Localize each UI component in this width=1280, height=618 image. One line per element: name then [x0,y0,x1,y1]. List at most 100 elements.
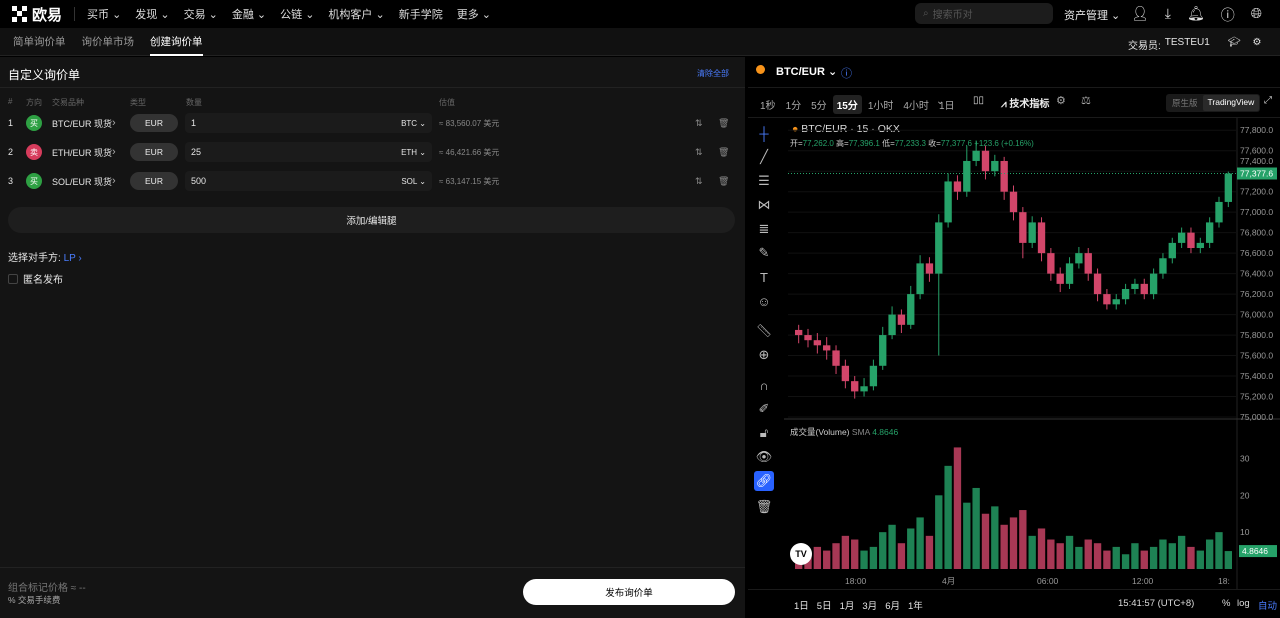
nav-item[interactable]: 公链 ⌄ [280,9,315,21]
gear-icon[interactable]: ⚙ [1252,37,1262,48]
timeframe-button[interactable]: 5分 [811,101,827,112]
tradingview-mode-tab[interactable]: TradingView [1202,95,1260,111]
percent-toggle[interactable]: % [1222,598,1231,609]
eye-icon[interactable]: 👁︎ [755,449,773,464]
zoom-in-icon[interactable]: ⊕ [758,347,770,362]
nav-item[interactable]: 交易 ⌄ [183,9,218,21]
quantity-input[interactable]: 1 BTC ⌄ [185,113,432,133]
link-icon[interactable]: 🔗︎ [754,471,774,491]
asset-management-menu[interactable]: 资产管理 ⌄ [1064,10,1121,22]
nav-item[interactable]: 机构客户 ⌄ [328,9,385,21]
magnet-icon[interactable]: ∩ [759,377,769,393]
horizontal-lines-icon[interactable]: ☰ [758,173,770,188]
compare-icon[interactable]: ⚖ [1081,95,1091,107]
leg-row: 1 买 BTC/EUR 现货 › EUR 1 BTC ⌄ ≈ 83,560.07 … [0,111,745,135]
nav-item[interactable]: 新手学院 [398,9,443,21]
publish-rfq-button[interactable]: 发布询价单 [523,579,735,605]
ruler-icon[interactable]: 📏︎ [755,323,773,338]
volume-bar [1196,550,1204,569]
side-badge[interactable]: 卖 [26,144,42,160]
help-icon[interactable]: ⓘ [1220,7,1235,23]
subnav-tab[interactable]: 创建询价单 [150,28,203,56]
subnav-tab[interactable]: 简单询价单 [13,35,66,48]
range-button[interactable]: 3月 [862,601,878,612]
brush-icon[interactable]: ✎ [758,245,770,260]
counterparty-select[interactable]: LP › [63,253,82,264]
timeframe-button[interactable]: 1分 [785,101,802,112]
indicators-button[interactable]: ⩘ 技术指标 [1001,99,1050,110]
candle-body [944,181,952,223]
timeframe-button[interactable]: 1小时 [867,101,894,112]
instrument-chevron-icon[interactable]: › [112,175,116,187]
download-icon[interactable]: ⤓ [1164,5,1171,21]
volume-bar [1168,543,1176,569]
emoji-icon[interactable]: ☺ [757,293,771,309]
nav-item[interactable]: 金融 ⌄ [231,9,267,21]
logo[interactable]: 欧易 [12,4,62,25]
chart-panel: BTC/EUR ⌄ ⓘ 1秒 1分 5分 15分 1小时 4小时 1日 ⌄ ▯▯ ⩘ 技术指… [748,57,1280,618]
native-mode-tab[interactable]: 原生版 [1172,98,1198,108]
adjust-icon[interactable]: ⇅ [695,175,703,186]
range-button[interactable]: 6月 [885,601,900,612]
fee-link[interactable]: % 交易手续费 [8,595,61,605]
type-pill[interactable]: EUR [130,172,178,190]
auto-scale-toggle[interactable]: 自动 [1258,601,1278,612]
graduation-cap-icon[interactable]: 🎓︎ [1227,37,1241,48]
candle-body [888,314,896,336]
fullscreen-icon[interactable]: ⤢ [1264,95,1272,106]
chart-settings-icon[interactable]: ⚙ [1056,95,1066,107]
anonymous-checkbox[interactable] [8,273,18,284]
trend-line-icon[interactable]: ╱ [760,149,768,164]
side-badge[interactable]: 买 [26,115,42,131]
trader-label: 交易员: [1128,41,1161,52]
side-badge[interactable]: 买 [26,173,42,189]
range-button[interactable]: 1日 [794,601,809,612]
instrument-chevron-icon[interactable]: › [112,146,116,158]
nav-item[interactable]: 更多 ⌄ [456,9,491,21]
user-icon[interactable]: 👤︎ [1131,5,1149,21]
pair-selector[interactable]: BTC/EUR ⌄ [776,66,838,78]
range-button[interactable]: 5日 [816,601,832,612]
timeframe-button[interactable]: 1秒 [760,101,776,112]
adjust-icon[interactable]: ⇅ [695,146,703,157]
trash-icon[interactable]: 🗑︎ [718,117,730,128]
add-edit-leg-button[interactable]: 添加/编辑腿 [8,207,735,233]
globe-icon[interactable]: 🌐︎ [1250,5,1262,21]
text-icon[interactable]: T [760,269,768,285]
tradingview-logo-icon[interactable]: TV [790,543,812,565]
clear-all-link[interactable]: 清除全部 [697,69,729,78]
candle-type-icon[interactable]: ▯▯ [973,95,985,106]
search-input[interactable]: ⌕ 搜索币对 [915,3,1053,24]
type-pill[interactable]: EUR [130,114,178,132]
trash-icon[interactable]: 🗑︎ [718,175,730,186]
info-icon[interactable]: ⓘ [841,68,852,80]
quantity-input[interactable]: 500 SOL ⌄ [185,171,432,191]
lock-icon[interactable]: 🔓︎ [759,425,769,440]
adjust-icon[interactable]: ⇅ [695,117,703,128]
type-pill[interactable]: EUR [130,143,178,161]
nav-item[interactable]: 发现 ⌄ [135,9,170,21]
range-button[interactable]: 1年 [907,601,923,612]
nav-item[interactable]: 买币 ⌄ [87,9,122,21]
fib-icon[interactable]: ≣ [758,221,770,236]
time-tick-label: 18:00 [845,576,867,586]
timeframe-more-chevron[interactable]: ⌄ [936,96,945,107]
pattern-icon[interactable]: ⋈ [757,197,771,212]
timeframe-button[interactable]: 15分 [832,95,862,114]
log-toggle[interactable]: log [1237,598,1250,609]
candlestick-chart[interactable]: 77,800.0 77,600.077,400.0 77,200.0 77,000.0… [748,57,1280,618]
candle-body [1084,253,1092,274]
lock-drawing-icon[interactable]: ✐ [758,401,770,416]
trash-icon[interactable]: 🗑︎ [718,146,730,157]
crosshair-icon[interactable]: ┼ [759,125,769,141]
bell-icon[interactable]: 🔔︎ [1186,5,1205,21]
range-button[interactable]: 1月 [839,601,855,612]
subnav-tab[interactable]: 询价单市场 [81,35,135,48]
candle-body [1009,191,1018,213]
quantity-input[interactable]: 25 ETH ⌄ [185,142,432,162]
timeframe-button[interactable]: 4小时 [903,101,929,112]
trash-icon[interactable]: 🗑︎ [755,499,773,514]
timeframe-button[interactable]: 1日 [938,101,955,112]
instrument-chevron-icon[interactable]: › [112,117,116,129]
price-tick-label: 75,600.0 [1240,351,1273,361]
